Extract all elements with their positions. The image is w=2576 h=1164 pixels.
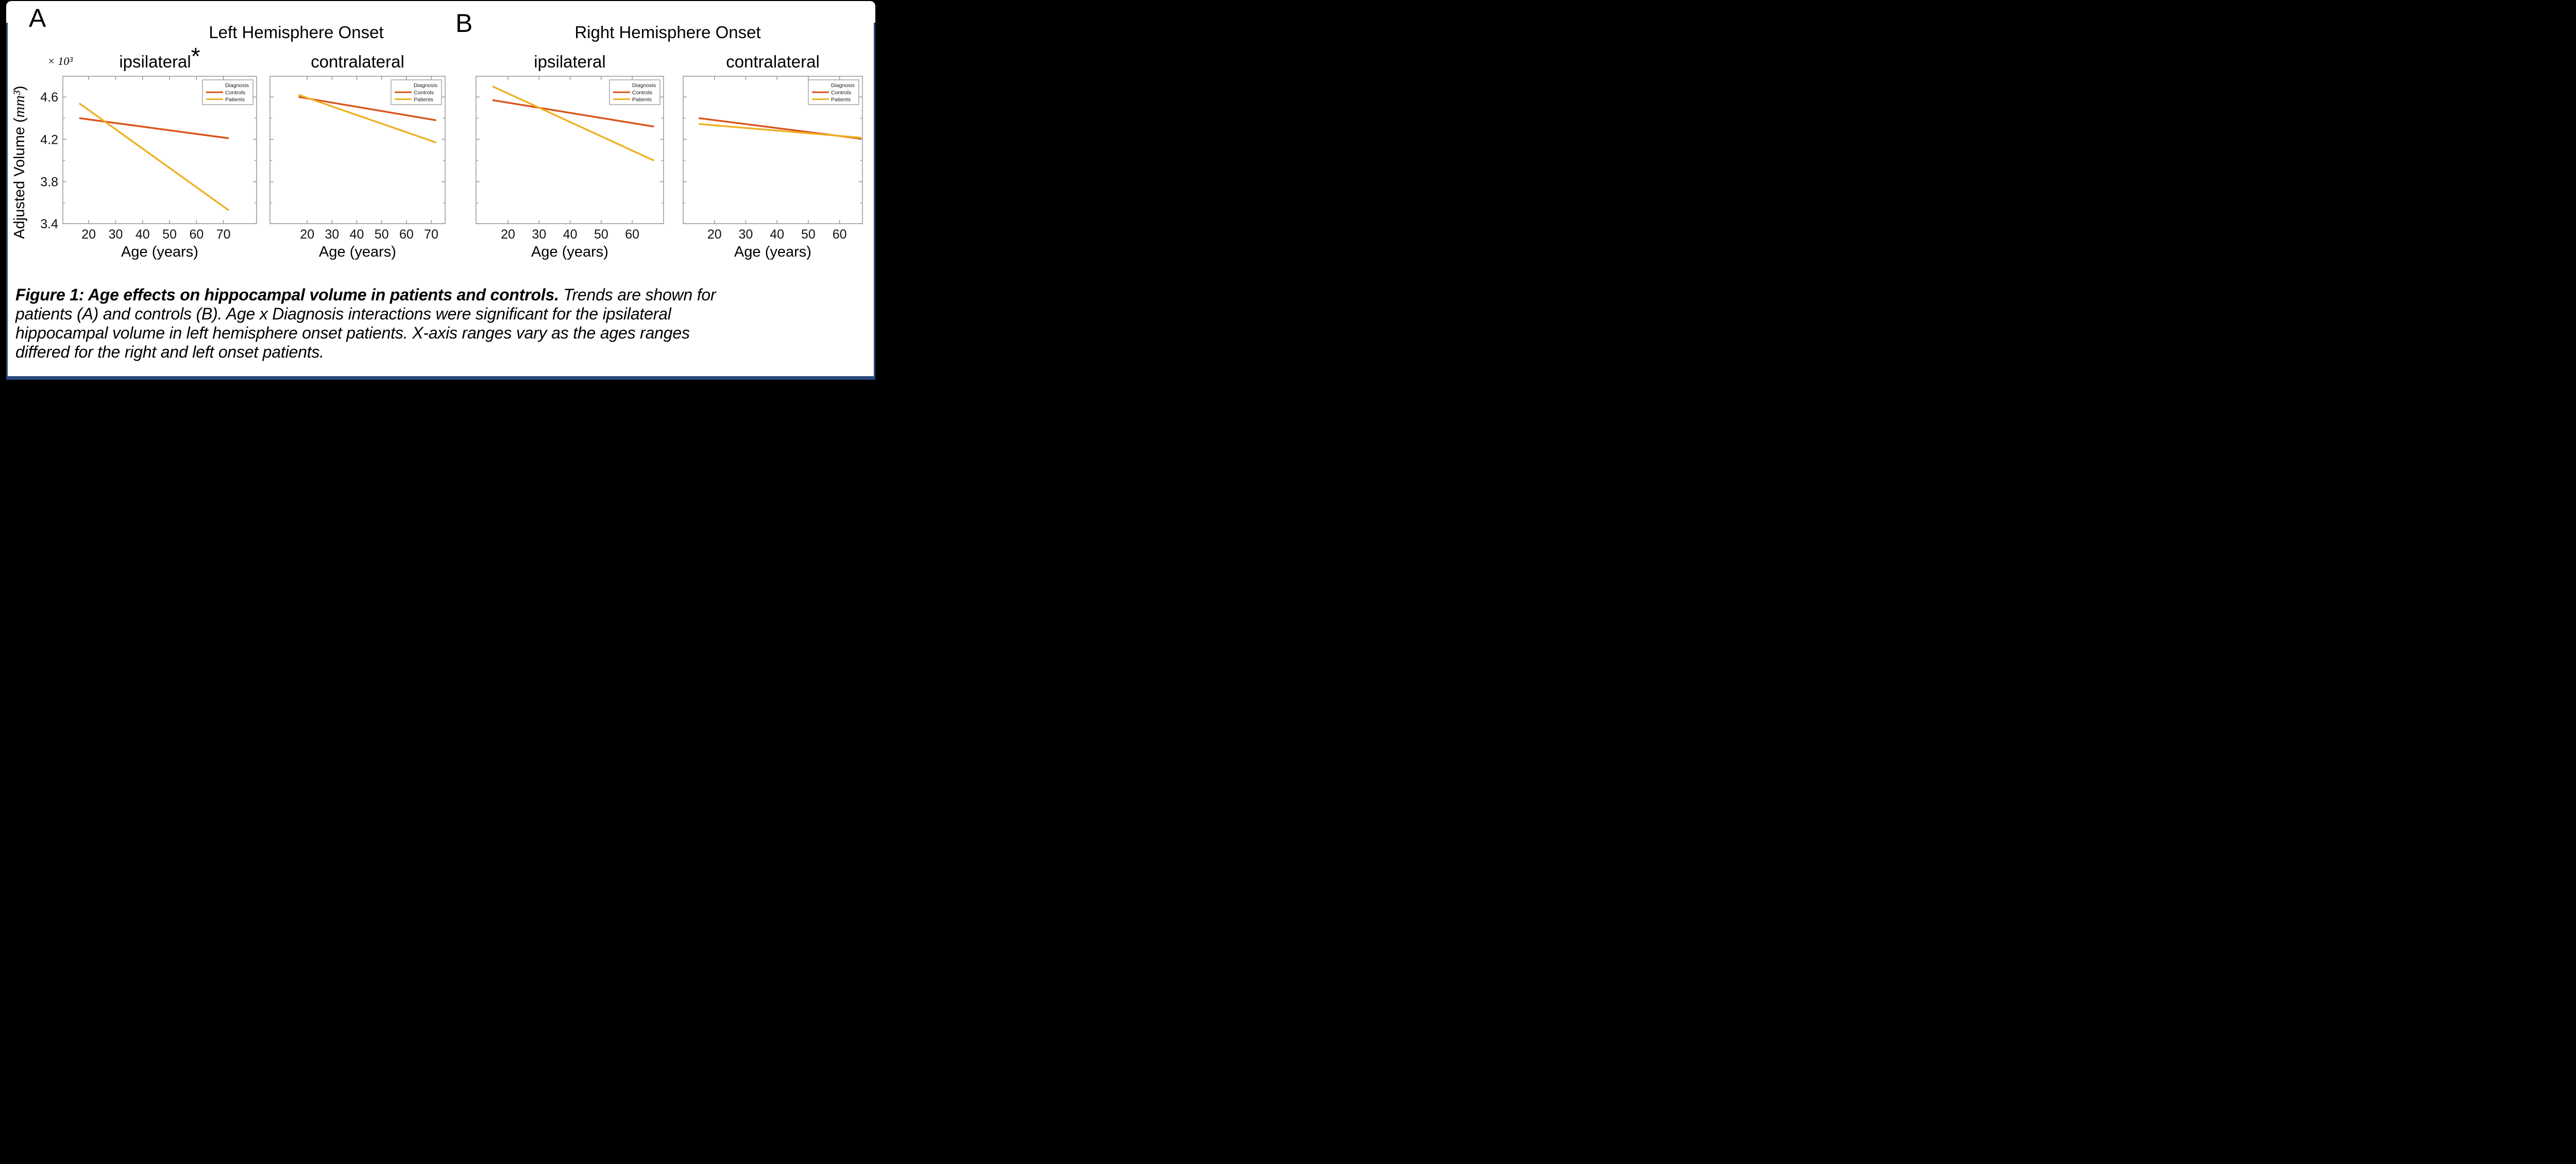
x-axis-label: Age (years) <box>531 244 608 260</box>
y-axis-label: Adjusted Volume (mm³) <box>11 86 28 239</box>
controls-trend-line <box>492 99 654 128</box>
patients-trend-line <box>699 123 862 139</box>
plots-canvas: 20 30 40 50 60 70 3.4 3.8 4.2 4.6 Age (years) Diagn… <box>40 76 863 260</box>
x-tick-label: 60 <box>833 227 847 242</box>
legend-box <box>609 79 660 105</box>
subplot-title-text: ipsilateral <box>119 52 191 71</box>
x-tick-label: 40 <box>770 227 784 242</box>
y-axis-exponent-label: × 10³ <box>47 55 73 68</box>
subplot-title-right-ipsilateral: ipsilateral <box>534 52 606 71</box>
plot-b-ipsilateral: 20 30 40 50 60 Age (years) DiagnosisControlsPa… <box>476 76 664 260</box>
legend-title: Diagnosis <box>831 82 855 89</box>
caption-line: differed for the right and left onset pa… <box>15 343 324 361</box>
x-tick-label: 20 <box>81 227 96 242</box>
legend-entry-label: Patients <box>414 97 433 103</box>
y-axis-label-suffix: ) <box>11 86 28 91</box>
subplot-title-left-contralateral: contralateral <box>311 52 404 71</box>
plot-b-contralateral: 20 30 40 50 60 Age (years) DiagnosisControlsPa… <box>683 76 863 260</box>
x-tick-label: 70 <box>424 227 438 242</box>
selection-border-right <box>874 23 875 380</box>
x-tick-label: 30 <box>739 227 753 242</box>
x-tick-label: 20 <box>707 227 722 242</box>
legend-entry-label: Patients <box>831 97 851 103</box>
plot-a-ipsilateral: 20 30 40 50 60 70 3.4 3.8 4.2 4.6 Age (years) Diagn… <box>40 76 257 260</box>
x-axis-label: Age (years) <box>734 244 811 260</box>
x-tick-label: 50 <box>375 227 389 242</box>
caption-text: Trends are shown for <box>558 285 716 304</box>
legend-entry-label: Controls <box>632 90 652 96</box>
x-tick-label: 40 <box>350 227 364 242</box>
panel-b-title: Right Hemisphere Onset <box>574 23 761 42</box>
legend-entry-label: Controls <box>831 90 851 96</box>
y-tick-label: 3.8 <box>40 175 58 190</box>
x-tick-label: 60 <box>189 227 204 242</box>
legend-entry-label: Controls <box>414 90 434 96</box>
y-tick-label: 4.6 <box>40 90 58 105</box>
x-tick-label: 60 <box>625 227 639 242</box>
panel-a-letter: A <box>29 4 46 32</box>
x-axis-label: Age (years) <box>121 244 198 260</box>
y-tick-label: 3.4 <box>40 217 58 231</box>
figure-caption: Figure 1: Age effects on hippocampal vol… <box>15 285 871 362</box>
x-tick-label: 30 <box>532 227 546 242</box>
legend-title: Diagnosis <box>225 82 249 89</box>
figure-screenshot: { "figure": { "panel_a": { "letter": "A"… <box>0 0 882 388</box>
legend-entry-label: Controls <box>225 90 245 96</box>
panel-a-title: Left Hemisphere Onset <box>209 23 384 42</box>
caption-line: hippocampal volume in left hemisphere on… <box>15 324 690 342</box>
x-tick-label: 50 <box>594 227 608 242</box>
x-tick-label: 30 <box>109 227 123 242</box>
legend-entry-label: Patients <box>225 97 245 103</box>
x-tick-label: 20 <box>501 227 515 242</box>
caption-bold-title: Figure 1: Age effects on hippocampal vol… <box>15 285 559 304</box>
x-tick-label: 20 <box>300 227 314 242</box>
y-tick-label: 4.2 <box>40 132 58 147</box>
legend-title: Diagnosis <box>414 82 437 89</box>
plot-a-contralateral: 20 30 40 50 60 70 Age (years) DiagnosisControls… <box>269 76 446 260</box>
legend-title: Diagnosis <box>632 82 656 89</box>
patients-trend-line <box>78 103 230 211</box>
y-axis-label-units: mm³ <box>11 90 28 118</box>
patients-trend-line <box>298 94 437 144</box>
significance-asterisk: * <box>191 43 200 70</box>
x-tick-label: 40 <box>135 227 150 242</box>
x-tick-label: 30 <box>325 227 339 242</box>
caption-line: patients (A) and controls (B). Age x Dia… <box>15 305 671 323</box>
subplot-title-left-ipsilateral: ipsilateral* <box>119 44 200 72</box>
x-axis-label: Age (years) <box>319 244 396 260</box>
x-tick-label: 50 <box>162 227 177 242</box>
subplot-title-right-contralateral: contralateral <box>726 52 820 71</box>
selection-border-left <box>6 23 8 380</box>
patients-trend-line <box>492 86 655 162</box>
x-tick-label: 70 <box>216 227 231 242</box>
y-axis-label-prefix: Adjusted Volume ( <box>11 117 28 239</box>
x-tick-label: 50 <box>801 227 816 242</box>
legend-entry-label: Patients <box>632 97 652 103</box>
x-tick-label: 60 <box>399 227 414 242</box>
selection-border-bottom <box>6 376 875 380</box>
panel-b-letter: B <box>455 9 473 38</box>
caption-line: Figure 1: Age effects on hippocampal vol… <box>15 285 871 305</box>
controls-trend-line <box>298 96 436 122</box>
x-tick-label: 40 <box>563 227 578 242</box>
